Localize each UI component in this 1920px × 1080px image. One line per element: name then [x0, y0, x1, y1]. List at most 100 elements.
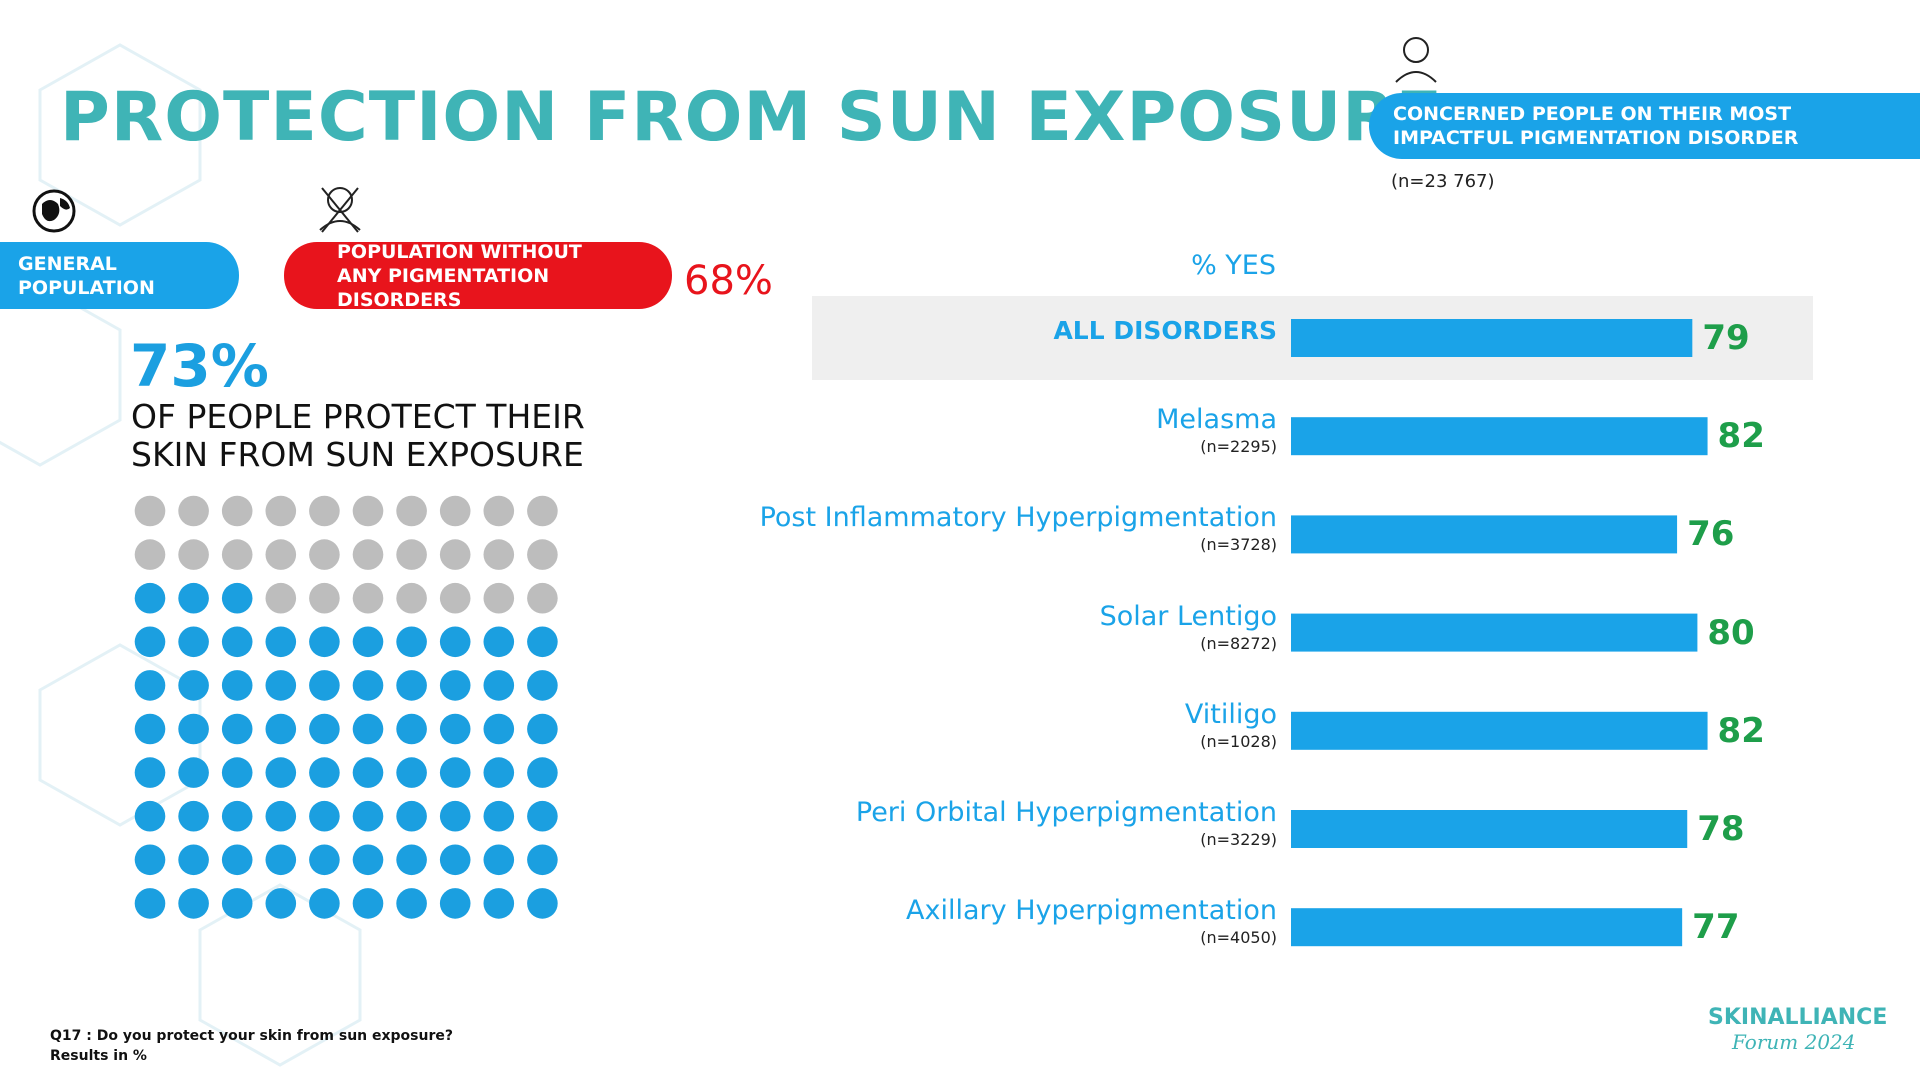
waffle-dot-filled — [134, 713, 166, 745]
waffle-dot-filled — [309, 757, 340, 788]
waffle-dot-filled — [483, 888, 515, 919]
waffle-dot-filled — [221, 582, 253, 614]
bar-subtitle: (n=3229) — [1200, 830, 1277, 849]
waffle-dot-filled — [396, 888, 427, 919]
bar-category: Peri Orbital Hyperpigmentation — [855, 797, 1277, 828]
waffle-dot-filled — [396, 844, 427, 876]
waffle-dot-empty — [439, 495, 471, 527]
waffle-dot-empty — [396, 582, 427, 614]
bar-subtitle: (n=8272) — [1200, 633, 1277, 653]
waffle-dot-filled — [483, 844, 515, 876]
waffle-dot-filled — [134, 800, 166, 832]
waffle-dot-filled — [352, 713, 384, 745]
waffle-dot-filled — [221, 888, 253, 919]
footnote-note: Results in % — [50, 1048, 147, 1064]
waffle-dot-filled — [265, 713, 297, 745]
waffle-dot-filled — [439, 626, 471, 658]
bar-value: 79 — [1702, 318, 1750, 358]
bar-category: Vitiligo — [1184, 698, 1277, 730]
waffle-dot-filled — [527, 670, 558, 701]
waffle-dot-filled — [352, 670, 384, 701]
waffle-dot-filled — [439, 757, 471, 788]
waffle-dot-empty — [134, 495, 166, 527]
waffle-dot-filled — [396, 670, 427, 701]
waffle-dot-filled — [352, 626, 384, 658]
waffle-dot-empty — [439, 582, 471, 614]
bar-value: 78 — [1697, 809, 1745, 849]
waffle-dot-filled — [439, 888, 471, 919]
bar-category: Solar Lentigo — [1099, 600, 1277, 632]
header-pill: CONCERNED PEOPLE ON THEIR MOST IMPACTFUL… — [1369, 93, 1920, 159]
waffle-dot-empty — [265, 495, 297, 527]
waffle-dot-empty — [134, 539, 166, 570]
title: PROTECTION FROM SUN EXPOSURE — [60, 78, 1444, 157]
bar — [1291, 908, 1683, 947]
waffle-dot-filled — [265, 757, 297, 788]
waffle-dot-filled — [134, 844, 166, 876]
waffle-dot-filled — [221, 713, 253, 745]
waffle-dot-filled — [483, 670, 515, 701]
population-without-value: 68% — [684, 258, 773, 304]
bar-value: 82 — [1717, 710, 1765, 751]
waffle-dot-filled — [396, 713, 427, 745]
waffle-dot-filled — [221, 670, 253, 701]
waffle-dot-empty — [527, 539, 558, 570]
waffle-dot-empty — [352, 495, 384, 527]
bar-subtitle: (n=1028) — [1200, 731, 1277, 751]
waffle-dot-filled — [309, 713, 340, 745]
waffle-dot-empty — [309, 539, 340, 570]
waffle-dot-filled — [221, 757, 253, 788]
waffle-dot-filled — [483, 713, 515, 745]
waffle-dot-filled — [265, 626, 297, 658]
waffle-dot-filled — [178, 888, 209, 919]
waffle-dot-filled — [439, 670, 471, 701]
waffle-dot-filled — [221, 844, 253, 876]
waffle-dot-filled — [396, 800, 427, 832]
globe-icon — [32, 189, 76, 233]
waffle-dot-empty — [309, 582, 340, 614]
bar-value: 82 — [1717, 416, 1765, 457]
waffle-dot-empty — [527, 495, 558, 527]
globe-land — [42, 198, 70, 222]
waffle-dot-filled — [527, 888, 558, 919]
waffle-dot-empty — [439, 539, 471, 570]
bar-subtitle: (n=2295) — [1200, 437, 1277, 457]
bar-subtitle: (n=3728) — [1200, 535, 1277, 555]
header-n: (n=23 767) — [1391, 171, 1495, 192]
waffle-dot-filled — [527, 757, 558, 788]
bar — [1291, 810, 1688, 848]
logo-name: SKINALLIANCE — [1708, 1005, 1888, 1030]
waffle-dot-empty — [221, 539, 253, 570]
waffle-dot-filled — [178, 713, 209, 745]
waffle-dot-filled — [178, 626, 209, 658]
waffle-dot-filled — [352, 844, 384, 876]
waffle-dot-filled — [309, 670, 340, 701]
waffle-dot-filled — [178, 757, 209, 788]
waffle-dot-filled — [178, 582, 209, 614]
waffle-dot-filled — [134, 582, 166, 614]
waffle-dot-empty — [265, 539, 297, 570]
waffle-dot-filled — [352, 800, 384, 832]
waffle-dot-filled — [309, 844, 340, 876]
waffle-dot-filled — [527, 713, 558, 745]
waffle-dot-filled — [178, 670, 209, 701]
waffle-dot-filled — [483, 757, 515, 788]
waffle-dot-filled — [396, 626, 427, 658]
bar — [1291, 711, 1708, 750]
bar — [1291, 613, 1698, 652]
waffle-dot-filled — [527, 844, 558, 876]
footnote-question: Q17 : Do you protect your skin from sun … — [50, 1028, 453, 1044]
waffle-dot-filled — [134, 626, 166, 658]
waffle-dot-empty — [352, 582, 384, 614]
waffle-dot-filled — [265, 670, 297, 701]
waffle-dot-filled — [483, 626, 515, 658]
bar-category: ALL DISORDERS — [1053, 316, 1277, 345]
waffle-dot-empty — [309, 495, 340, 527]
waffle-dot-filled — [309, 626, 340, 658]
waffle-dot-filled — [265, 800, 297, 832]
waffle-dot-filled — [396, 757, 427, 788]
waffle-caption: OF PEOPLE PROTECT THEIR SKIN FROM SUN EX… — [131, 397, 585, 474]
logo-sub: Forum 2024 — [1732, 1030, 1856, 1054]
